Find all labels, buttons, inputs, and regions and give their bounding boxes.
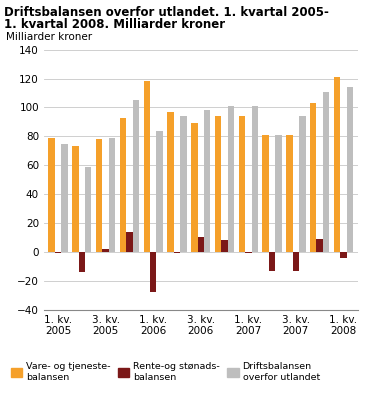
Bar [103, 249, 109, 252]
Bar [150, 252, 156, 292]
Bar [293, 252, 299, 271]
Bar [262, 135, 269, 252]
Bar [96, 139, 103, 252]
Bar [310, 103, 316, 252]
Bar [191, 123, 197, 252]
Bar [61, 144, 68, 252]
Bar [340, 252, 347, 258]
Bar [55, 252, 61, 253]
Bar [239, 116, 245, 252]
Text: Milliarder kroner: Milliarder kroner [6, 32, 92, 42]
Bar [215, 116, 221, 252]
Bar [109, 138, 115, 252]
Bar [245, 252, 251, 253]
Bar [167, 112, 174, 252]
Bar [269, 252, 275, 271]
Bar [299, 116, 306, 252]
Bar [49, 138, 55, 252]
Text: 1. kvartal 2008. Milliarder kroner: 1. kvartal 2008. Milliarder kroner [4, 18, 225, 31]
Bar [316, 239, 323, 252]
Bar [347, 87, 353, 252]
Bar [221, 240, 228, 252]
Bar [228, 106, 234, 252]
Bar [132, 100, 139, 252]
Bar [120, 118, 126, 252]
Bar [85, 167, 92, 252]
Bar [323, 92, 329, 252]
Text: Driftsbalansen overfor utlandet. 1. kvartal 2005-: Driftsbalansen overfor utlandet. 1. kvar… [4, 6, 328, 19]
Bar [126, 231, 132, 252]
Bar [197, 237, 204, 252]
Bar [72, 146, 78, 252]
Bar [334, 77, 340, 252]
Bar [204, 110, 210, 252]
Bar [143, 81, 150, 252]
Legend: Vare- og tjeneste-
balansen, Rente-og stønads-
balansen, Driftsbalansen
overfor : Vare- og tjeneste- balansen, Rente-og st… [11, 362, 320, 382]
Bar [180, 116, 187, 252]
Bar [251, 106, 258, 252]
Bar [78, 252, 85, 272]
Bar [286, 135, 293, 252]
Bar [174, 252, 180, 253]
Bar [156, 131, 163, 252]
Bar [275, 135, 282, 252]
